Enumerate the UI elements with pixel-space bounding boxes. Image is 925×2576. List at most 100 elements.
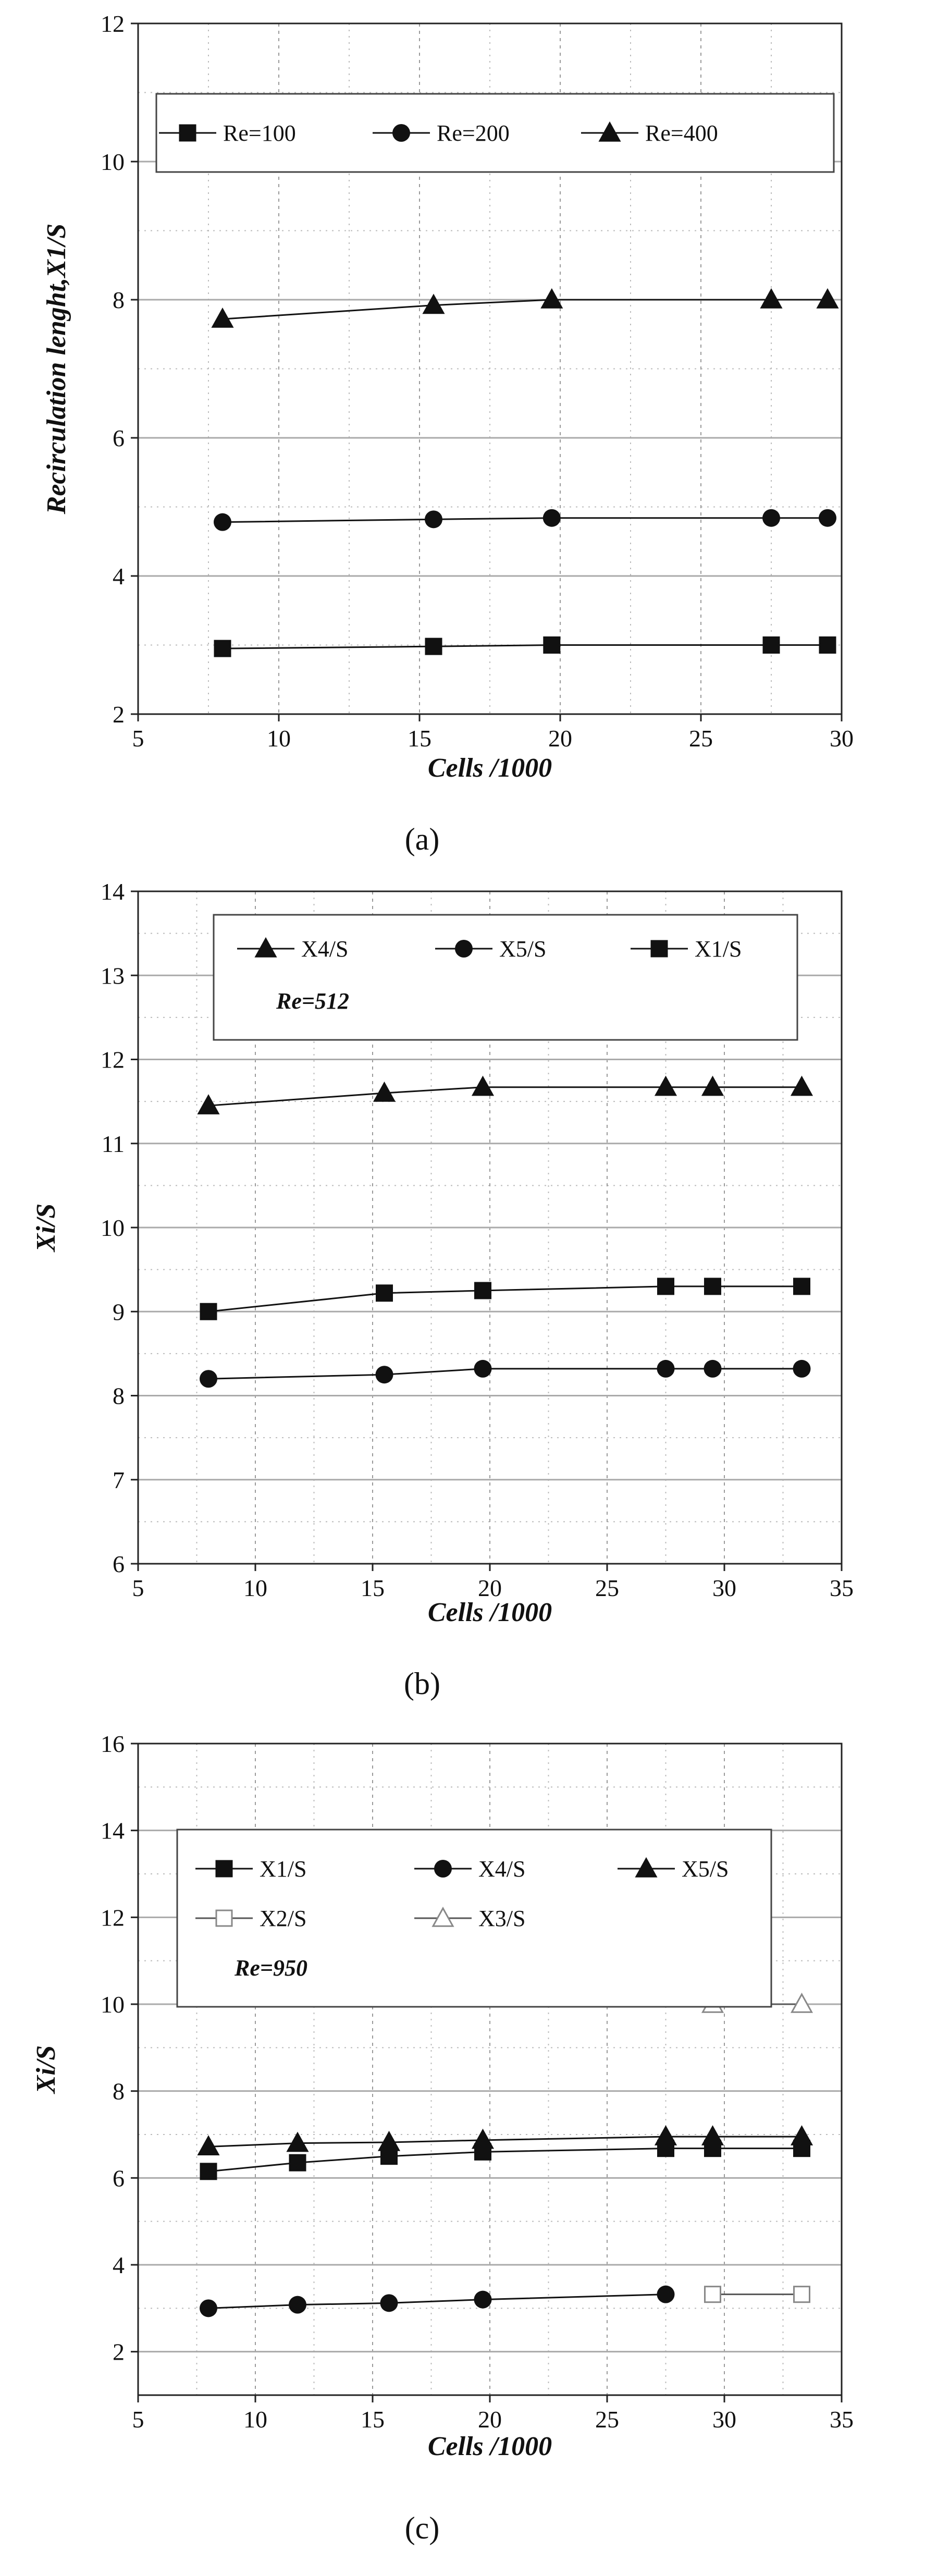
- data-point: [704, 1359, 722, 1378]
- data-point: [540, 288, 563, 309]
- data-point: [790, 1992, 813, 2013]
- plot-frame: [137, 22, 843, 715]
- x-tick-label: 10: [243, 2406, 267, 2433]
- legend-label: X4/S: [478, 1856, 525, 1882]
- data-point: [543, 636, 561, 654]
- data-point: [704, 1278, 721, 1295]
- y-tick-label: 14: [101, 1818, 125, 1844]
- y-axis-title: Xi/S: [31, 1204, 61, 1253]
- data-point: [197, 1094, 220, 1114]
- data-point: [375, 1366, 393, 1384]
- x-tick-label: 5: [132, 1575, 144, 1601]
- y-tick-label: 10: [101, 1991, 125, 2018]
- data-point: [816, 288, 839, 309]
- panel-label: (b): [404, 1666, 440, 1701]
- data-point: [380, 2294, 398, 2312]
- series-line: [208, 2293, 666, 2309]
- data-point: [200, 1303, 217, 1320]
- x-tick-label: 20: [478, 2406, 502, 2433]
- legend-marker: [254, 937, 277, 958]
- legend-box: [155, 93, 835, 173]
- data-point: [200, 1370, 217, 1388]
- y-tick-label: 4: [113, 563, 125, 590]
- y-tick-label: 13: [101, 962, 125, 989]
- series-line: [222, 299, 828, 320]
- x-tick-label: 10: [243, 1575, 267, 1601]
- x-axis-title: Cells /1000: [428, 2432, 552, 2461]
- y-tick-label: 8: [113, 287, 125, 313]
- y-tick-label: 12: [101, 1904, 125, 1931]
- chart-panel-1: 5 10 15 20 25 30 2 4 6 8 10 12 Cells /1000 Recirculat…: [42, 10, 854, 856]
- y-tick-label: 8: [113, 1383, 125, 1409]
- x-tick-label: 10: [267, 725, 291, 752]
- data-point: [701, 1075, 724, 1096]
- legend-label: Re=400: [645, 120, 718, 146]
- data-point: [657, 1359, 675, 1378]
- series-line: [208, 1285, 802, 1312]
- y-tick-label: 6: [113, 2165, 125, 2191]
- legend-marker: [635, 1857, 658, 1878]
- data-point: [762, 636, 780, 654]
- data-point: [200, 2299, 217, 2317]
- panel-label: (c): [405, 2511, 440, 2545]
- y-tick-label: 10: [101, 1215, 125, 1241]
- data-point: [377, 2130, 401, 2151]
- legend-marker: [431, 1906, 454, 1927]
- data-point: [200, 2163, 217, 2180]
- legend-label: Re=200: [437, 120, 510, 146]
- y-tick-label: 12: [101, 10, 125, 37]
- y-tick-label: 8: [113, 2078, 125, 2105]
- x-tick-label: 20: [548, 725, 572, 752]
- x-tick-label: 35: [830, 2406, 854, 2433]
- legend-box: [176, 1829, 772, 2008]
- data-point: [474, 1282, 491, 1299]
- legend-marker: [392, 124, 410, 142]
- x-tick-label: 15: [361, 1575, 385, 1601]
- data-point: [701, 2125, 724, 2145]
- data-point: [542, 509, 561, 527]
- legend-note: Re=512: [276, 988, 349, 1014]
- data-point: [425, 637, 442, 655]
- x-axis-title: Cells /1000: [428, 753, 552, 783]
- y-tick-label: 16: [101, 1731, 125, 1757]
- data-point: [793, 1359, 811, 1378]
- legend-marker: [455, 940, 473, 958]
- panel-label: (a): [405, 822, 440, 856]
- data-point: [654, 2125, 677, 2145]
- data-point: [793, 2286, 810, 2303]
- x-tick-label: 25: [689, 725, 713, 752]
- data-point: [474, 2290, 492, 2309]
- data-point: [373, 1081, 396, 1102]
- x-tick-label: 5: [132, 725, 144, 752]
- data-point: [197, 2135, 220, 2156]
- legend-marker: [434, 1860, 452, 1878]
- x-tick-label: 20: [478, 1575, 502, 1601]
- chart-panel-2: 5 10 15 20 25 30 35 6 7 8 9 10 11 12 13 14 Cells /1000 Xi…: [31, 878, 854, 1701]
- data-point: [657, 1278, 674, 1295]
- data-point: [289, 2154, 306, 2172]
- data-point: [793, 1278, 810, 1295]
- data-point: [376, 1284, 393, 1302]
- data-point: [819, 509, 836, 527]
- x-tick-label: 35: [830, 1575, 854, 1601]
- legend-label: X5/S: [499, 936, 546, 962]
- data-point: [762, 509, 780, 527]
- x-tick-label: 15: [361, 2406, 385, 2433]
- series-line: [208, 1368, 802, 1380]
- y-tick-label: 6: [113, 1551, 125, 1577]
- legend-marker: [650, 940, 668, 958]
- data-point: [425, 510, 442, 529]
- data-point: [704, 2286, 721, 2303]
- y-tick-label: 2: [113, 701, 125, 728]
- y-tick-label: 12: [101, 1047, 125, 1073]
- data-point: [474, 1359, 492, 1378]
- y-tick-label: 7: [113, 1467, 125, 1493]
- legend-label: X2/S: [260, 1906, 306, 1931]
- x-tick-label: 30: [830, 725, 854, 752]
- legend-box: [213, 914, 798, 1041]
- data-point: [211, 308, 234, 328]
- legend-marker: [215, 1909, 233, 1927]
- data-point: [289, 2296, 306, 2314]
- legend-label: X5/S: [682, 1856, 729, 1882]
